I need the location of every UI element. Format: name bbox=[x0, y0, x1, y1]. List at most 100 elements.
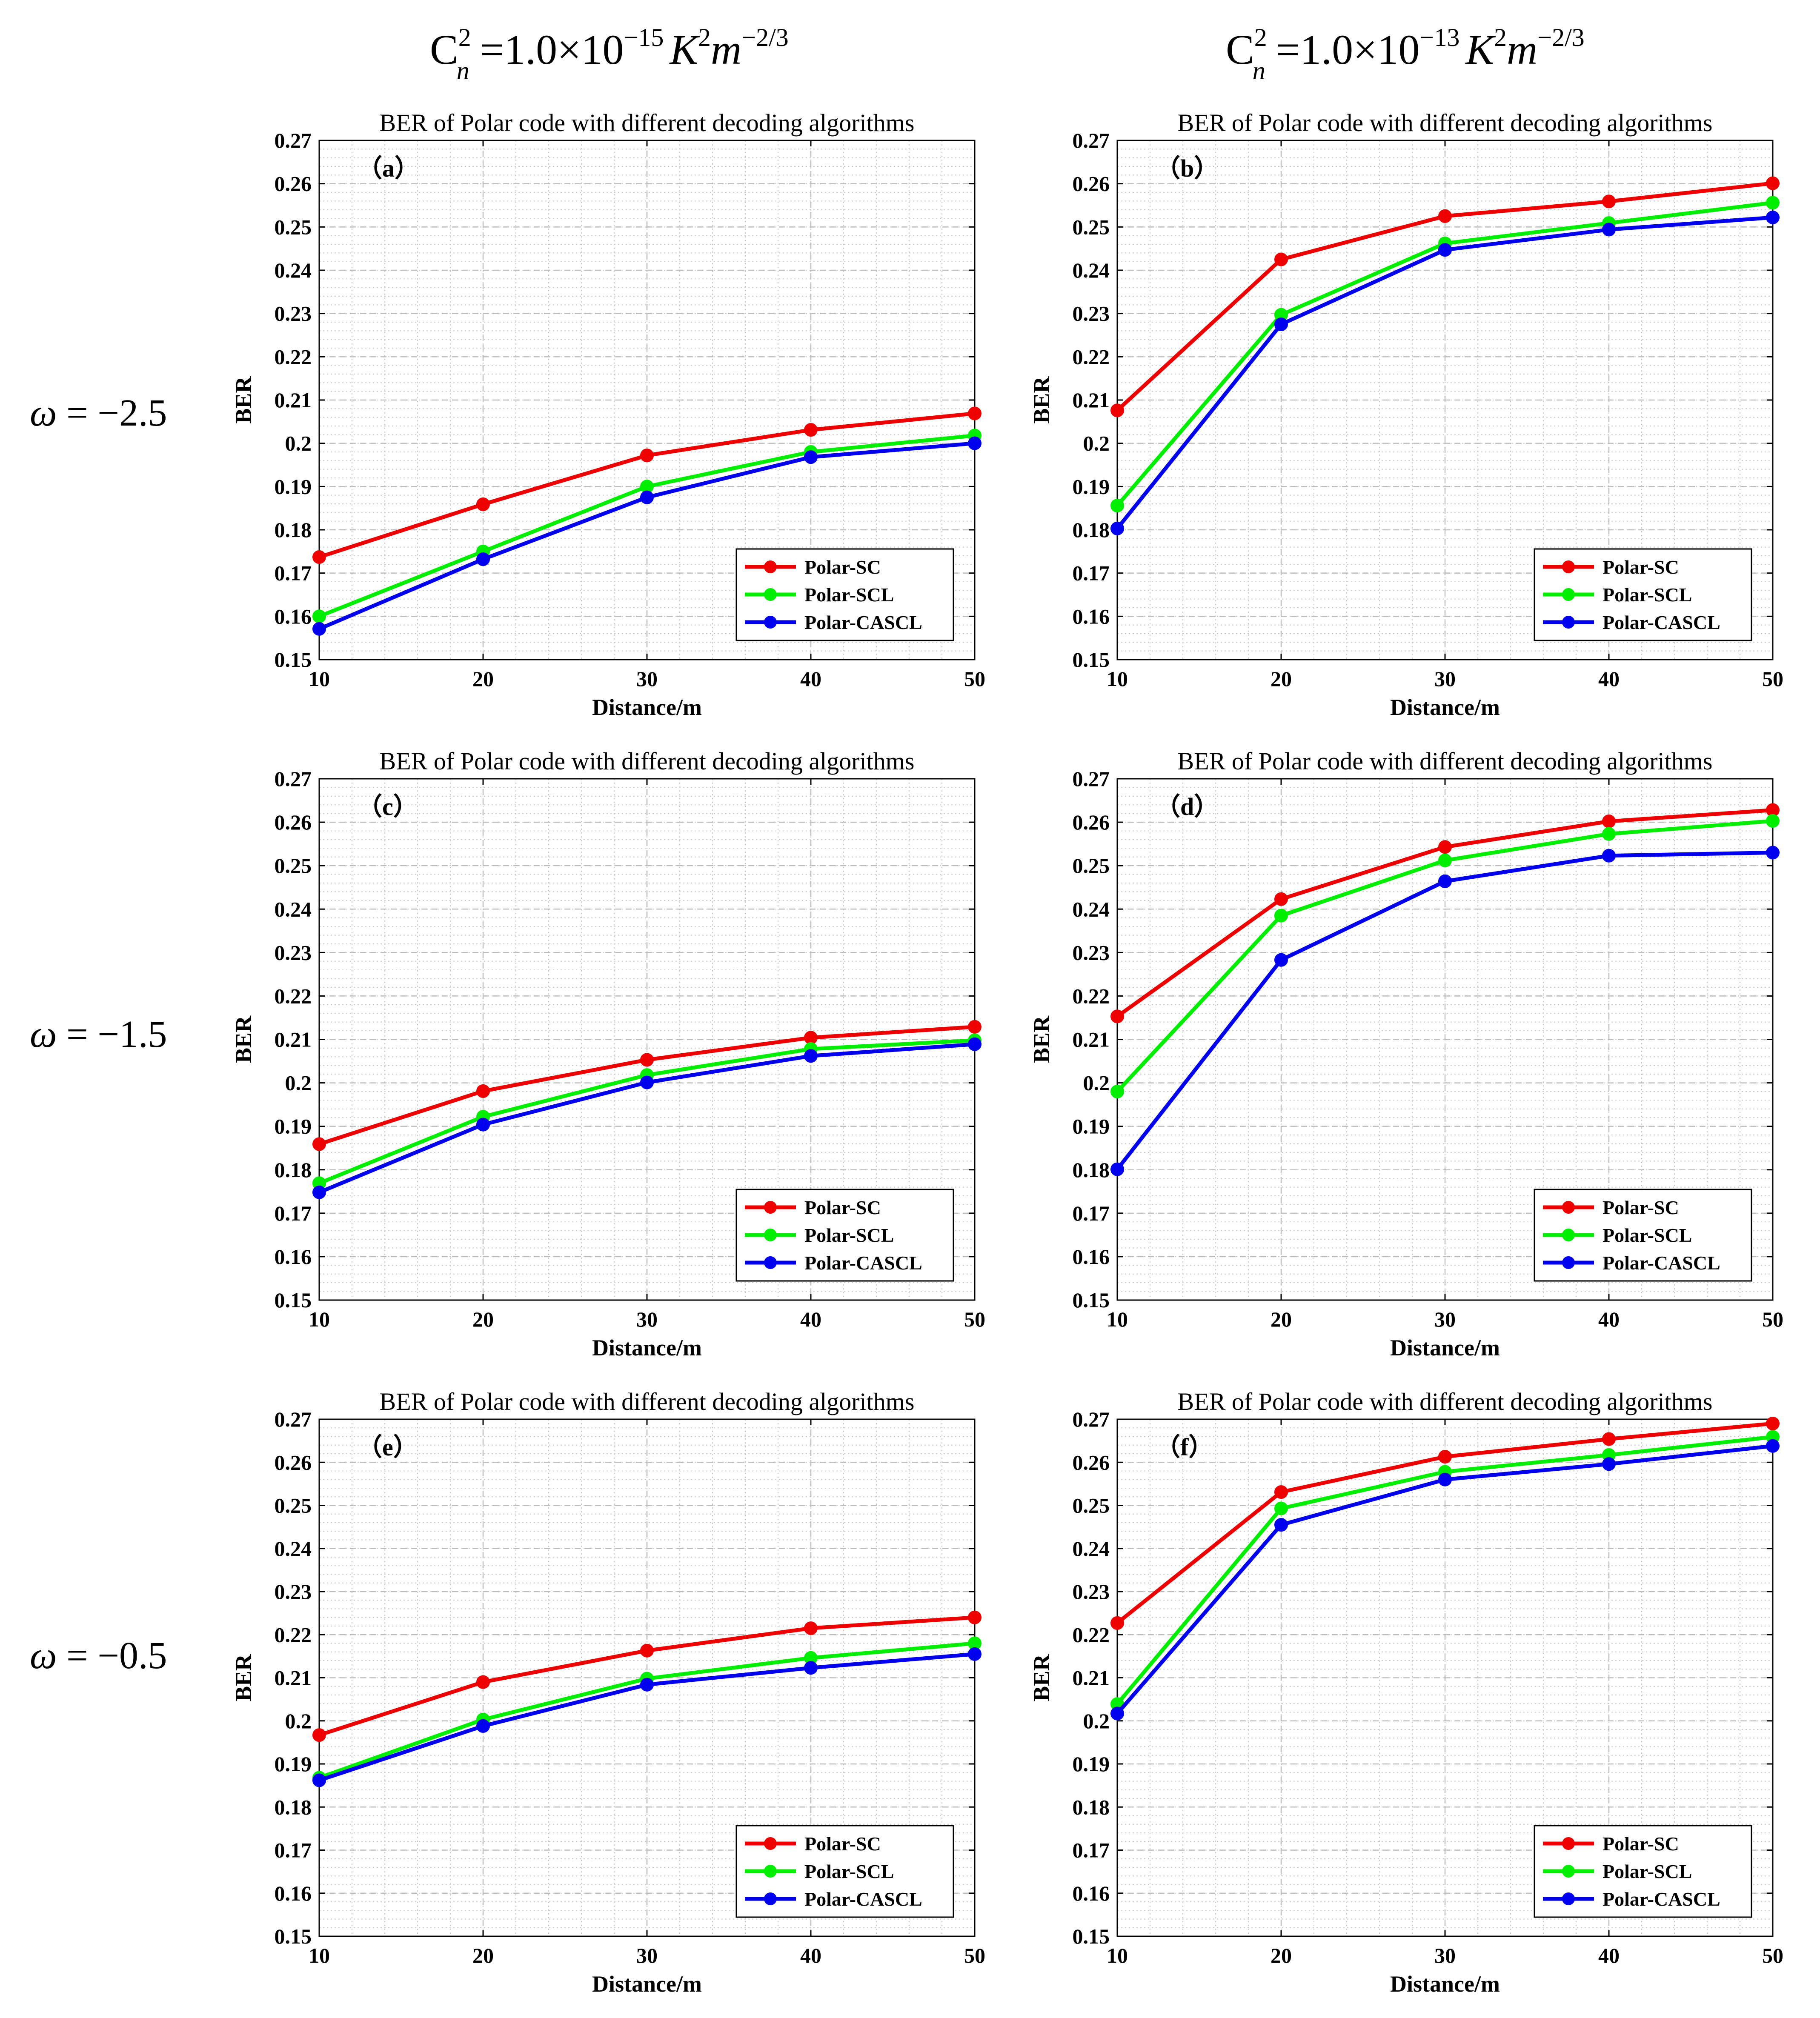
data-point-polar-cascl bbox=[312, 1185, 326, 1199]
legend: Polar-SC Polar-SCL Polar-CASCL bbox=[1534, 548, 1752, 641]
data-point-polar-scl bbox=[1274, 1501, 1288, 1515]
x-tick-label: 30 bbox=[1434, 667, 1456, 691]
y-tick-label: 0.2 bbox=[285, 432, 312, 455]
data-point-polar-cascl bbox=[1438, 874, 1452, 888]
legend-marker bbox=[1562, 1837, 1575, 1850]
y-tick-label: 0.23 bbox=[275, 940, 312, 964]
panel-label: （d） bbox=[1156, 793, 1219, 820]
legend-marker bbox=[764, 560, 777, 573]
y-tick-label: 0.2 bbox=[1083, 1709, 1110, 1733]
y-tick-label: 0.24 bbox=[275, 897, 312, 921]
data-point-polar-scl bbox=[1602, 827, 1616, 841]
legend-marker bbox=[764, 616, 777, 629]
y-tick-label: 0.21 bbox=[1073, 1028, 1110, 1052]
data-point-polar-sc bbox=[804, 1031, 818, 1045]
legend-label: Polar-SC bbox=[804, 1197, 881, 1218]
x-tick-label: 50 bbox=[964, 1307, 985, 1331]
data-point-polar-cascl bbox=[1602, 849, 1616, 863]
y-tick-label: 0.21 bbox=[1073, 388, 1110, 412]
data-point-polar-cascl bbox=[968, 436, 982, 450]
legend-marker bbox=[1562, 560, 1575, 573]
y-axis-label: BER bbox=[1029, 1654, 1054, 1701]
legend-label: Polar-CASCL bbox=[1603, 1252, 1720, 1274]
x-tick-label: 10 bbox=[309, 667, 330, 691]
data-point-polar-sc bbox=[476, 1675, 490, 1689]
y-tick-label: 0.2 bbox=[1083, 432, 1110, 455]
data-point-polar-cascl bbox=[476, 1118, 490, 1132]
data-point-polar-sc bbox=[1110, 1616, 1124, 1630]
x-tick-label: 20 bbox=[1271, 1307, 1292, 1331]
x-tick-label: 20 bbox=[1271, 1944, 1292, 1967]
legend: Polar-SC Polar-SCL Polar-CASCL bbox=[735, 1825, 954, 1918]
data-point-polar-cascl bbox=[312, 622, 326, 636]
data-point-polar-sc bbox=[1602, 815, 1616, 829]
legend-label: Polar-SC bbox=[804, 1833, 881, 1855]
data-point-polar-sc bbox=[1766, 176, 1780, 190]
panel-label: （f） bbox=[1156, 1433, 1213, 1461]
y-tick-label: 0.27 bbox=[275, 767, 312, 791]
y-tick-label: 0.22 bbox=[275, 345, 312, 369]
y-tick-label: 0.21 bbox=[275, 388, 312, 412]
x-tick-label: 20 bbox=[472, 1944, 494, 1967]
chart-title: BER of Polar code with different decodin… bbox=[380, 109, 915, 137]
data-point-polar-sc bbox=[476, 497, 490, 512]
y-tick-label: 0.15 bbox=[1073, 648, 1110, 672]
data-point-polar-cascl bbox=[1274, 953, 1288, 967]
panel-label: （c） bbox=[358, 793, 418, 820]
data-point-polar-cascl bbox=[804, 1661, 818, 1675]
data-point-polar-scl bbox=[1110, 499, 1124, 513]
chart-title: BER of Polar code with different decodin… bbox=[1178, 1388, 1713, 1415]
legend-marker bbox=[1562, 588, 1575, 601]
data-point-polar-cascl bbox=[1766, 1439, 1780, 1453]
data-point-polar-sc bbox=[804, 1621, 818, 1635]
legend-marker bbox=[1562, 1892, 1575, 1905]
legend-marker bbox=[764, 1865, 777, 1878]
y-tick-label: 0.26 bbox=[275, 810, 312, 834]
legend-label: Polar-SC bbox=[1603, 556, 1679, 578]
x-tick-label: 10 bbox=[1107, 1307, 1128, 1331]
y-axis-label: BER bbox=[1029, 1015, 1054, 1063]
x-tick-label: 40 bbox=[800, 1944, 821, 1967]
y-tick-label: 0.25 bbox=[1073, 215, 1110, 239]
chart-panel-5: 0.15 0.16 0.17 0.18 0.19 0.2 0.21 0.22 0.23 0.24 0… bbox=[231, 1388, 985, 1997]
data-point-polar-sc bbox=[1602, 194, 1616, 209]
data-point-polar-scl bbox=[1110, 1085, 1124, 1098]
x-tick-label: 30 bbox=[1434, 1307, 1456, 1331]
data-point-polar-sc bbox=[1438, 840, 1452, 854]
y-tick-label: 0.25 bbox=[1073, 1494, 1110, 1518]
legend-marker bbox=[1562, 1256, 1575, 1269]
data-point-polar-sc bbox=[1274, 252, 1288, 266]
data-point-polar-scl bbox=[312, 609, 326, 623]
y-tick-label: 0.26 bbox=[1073, 810, 1110, 834]
chart-title: BER of Polar code with different decodin… bbox=[1178, 747, 1713, 775]
data-point-polar-scl bbox=[1274, 909, 1288, 923]
legend-marker bbox=[764, 588, 777, 601]
x-tick-label: 40 bbox=[1598, 667, 1620, 691]
legend-label: Polar-SCL bbox=[1603, 1861, 1692, 1882]
y-tick-label: 0.22 bbox=[1073, 345, 1110, 369]
y-axis-label: BER bbox=[231, 1654, 256, 1701]
legend-label: Polar-SC bbox=[1603, 1197, 1679, 1218]
y-tick-label: 0.25 bbox=[1073, 854, 1110, 878]
legend-marker bbox=[764, 1837, 777, 1850]
data-point-polar-sc bbox=[312, 1137, 326, 1151]
legend-label: Polar-SC bbox=[1603, 1833, 1679, 1855]
legend-marker bbox=[764, 1201, 777, 1214]
column-header-left: C2 n =1.0×10−15 K2m−2/3 bbox=[430, 23, 789, 85]
x-axis-label: Distance/m bbox=[592, 1335, 702, 1361]
legend-marker bbox=[1562, 1229, 1575, 1241]
data-point-polar-cascl bbox=[1274, 1518, 1288, 1532]
legend-label: Polar-CASCL bbox=[804, 1888, 922, 1910]
legend-marker bbox=[764, 1229, 777, 1241]
x-tick-label: 30 bbox=[1434, 1944, 1456, 1967]
data-point-polar-sc bbox=[1602, 1432, 1616, 1446]
x-tick-label: 40 bbox=[1598, 1307, 1620, 1331]
y-tick-label: 0.15 bbox=[275, 1924, 312, 1948]
y-tick-label: 0.27 bbox=[1073, 1407, 1110, 1431]
y-tick-label: 0.22 bbox=[1073, 984, 1110, 1008]
data-point-polar-sc bbox=[1438, 1450, 1452, 1464]
data-point-polar-cascl bbox=[1438, 1472, 1452, 1486]
data-point-polar-cascl bbox=[968, 1037, 982, 1051]
x-tick-label: 20 bbox=[472, 667, 494, 691]
